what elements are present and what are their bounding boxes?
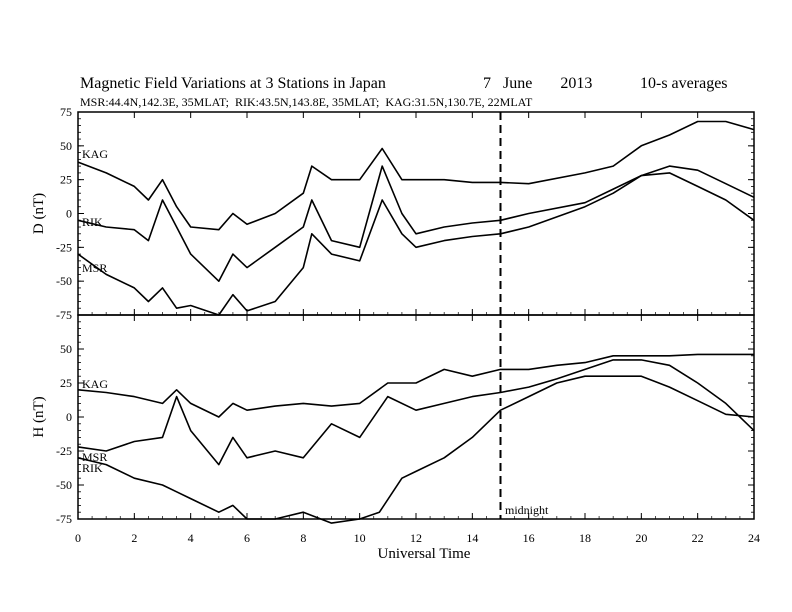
y-tick-label: -75: [56, 512, 72, 526]
x-axis-label: Universal Time: [378, 546, 471, 562]
chart-averaging: 10-s averages: [640, 75, 728, 92]
y-tick-label: -50: [56, 274, 72, 288]
y-tick-label: 50: [60, 342, 72, 356]
y-tick-label: 25: [60, 173, 72, 187]
series-label-rik: RIK: [82, 215, 103, 229]
midnight-label: midnight: [505, 503, 549, 517]
x-tick-label: 20: [635, 531, 647, 545]
series-line-rik: [77, 165, 755, 283]
panel-frame: [77, 314, 755, 520]
series-label-msr: MSR: [82, 261, 107, 275]
x-tick-label: 22: [692, 531, 704, 545]
y-axis-label: H (nT): [31, 396, 47, 437]
x-tick-label: 14: [466, 531, 478, 545]
series-label-rik: RIK: [82, 461, 103, 475]
series-line-rik: [77, 375, 755, 524]
series-label-kag: KAG: [82, 147, 108, 161]
station-info: MSR:44.4N,142.3E, 35MLAT; RIK:43.5N,143.…: [80, 95, 533, 109]
y-axis-label: D (nT): [31, 193, 47, 234]
x-tick-label: 8: [300, 531, 306, 545]
series-line-msr: [77, 359, 755, 466]
series-line-kag: [77, 353, 754, 418]
x-tick-label: 12: [410, 531, 422, 545]
y-tick-label: 0: [66, 410, 72, 424]
x-tick-label: 6: [244, 531, 250, 545]
x-tick-label: 24: [748, 531, 760, 545]
x-tick-label: 2: [131, 531, 137, 545]
x-axis: 0 2 4 6 8 10 12 14 16 18 20 22 24: [75, 531, 760, 545]
y-tick-label: -25: [56, 240, 72, 254]
y-tick-label: 25: [60, 376, 72, 390]
y-tick-label: 0: [66, 207, 72, 221]
series-line-kag: [77, 120, 755, 231]
y-tick-label: 50: [60, 139, 72, 153]
chart-date: 7 June 2013: [483, 75, 592, 92]
x-tick-label: 16: [523, 531, 535, 545]
panel-d: 75 50 25 0 -25 -50 -75 D (nT) KAG RIK MSR: [31, 105, 755, 322]
x-tick-label: 0: [75, 531, 81, 545]
y-tick-label: -25: [56, 444, 72, 458]
y-tick-label: -50: [56, 478, 72, 492]
series-label-kag: KAG: [82, 377, 108, 391]
x-tick-label: 10: [354, 531, 366, 545]
x-tick-label: 18: [579, 531, 591, 545]
chart-title: Magnetic Field Variations at 3 Stations …: [80, 75, 386, 92]
series-line-msr: [77, 172, 755, 316]
panel-frame: [77, 111, 755, 316]
y-tick-label: -75: [56, 308, 72, 322]
x-tick-label: 4: [188, 531, 194, 545]
y-tick-label: 75: [60, 105, 72, 119]
